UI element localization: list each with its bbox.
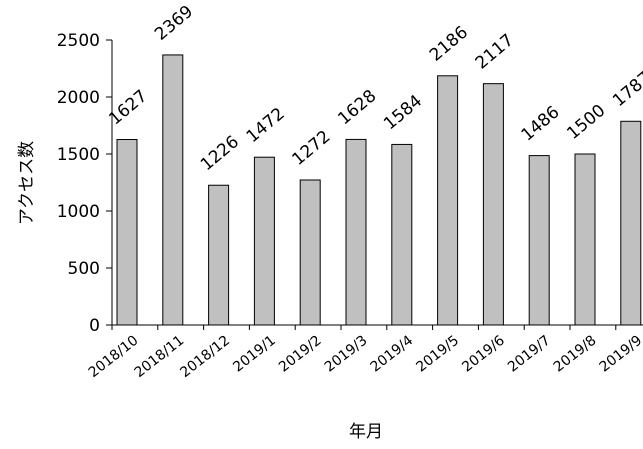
bar	[208, 184, 230, 326]
x-tick-label: 2018/10	[86, 333, 142, 381]
data-label: 1486	[518, 102, 564, 145]
y-tick-label: 2000	[57, 88, 100, 108]
bar	[253, 156, 275, 326]
x-tick-label: 2019/7	[505, 333, 554, 376]
x-tick-label: 2019/4	[368, 332, 417, 375]
x-axis-title: 年月	[349, 422, 383, 442]
bar	[437, 75, 459, 326]
x-tick-label: 2019/8	[551, 333, 600, 376]
y-axis-ticks: 0 500 1000 1500 2000 2500	[57, 31, 112, 336]
data-label: 1226	[197, 132, 243, 175]
bar	[345, 138, 367, 326]
x-axis-ticks: 2018/102018/112018/122019/12019/22019/32…	[86, 325, 643, 381]
y-tick-label: 2500	[57, 31, 100, 51]
bar	[299, 179, 321, 326]
data-label: 1500	[563, 101, 609, 144]
data-label: 1272	[289, 127, 335, 170]
bar	[391, 143, 413, 326]
y-tick-label: 1000	[57, 202, 100, 222]
y-tick-label: 1500	[57, 145, 100, 165]
bar	[482, 83, 504, 326]
data-label: 2117	[472, 30, 518, 73]
y-tick-label: 0	[89, 316, 100, 336]
bars	[116, 54, 642, 326]
data-label: 2186	[426, 22, 472, 65]
x-tick-label: 2018/11	[132, 333, 188, 381]
bar	[620, 120, 642, 326]
bar	[528, 155, 550, 326]
bar	[116, 139, 138, 326]
x-tick-label: 2019/2	[276, 333, 325, 376]
bar	[574, 153, 596, 326]
data-label: 1787	[609, 68, 643, 111]
x-tick-label: 2019/3	[322, 333, 371, 376]
data-label: 1472	[243, 104, 289, 147]
x-tick-label: 2018/12	[177, 333, 233, 381]
data-label: 1584	[380, 91, 426, 134]
x-tick-label: 2019/5	[413, 333, 462, 376]
y-tick-label: 500	[68, 259, 100, 279]
x-tick-label: 2019/6	[459, 332, 508, 375]
y-axis-title: アクセス数	[17, 141, 37, 225]
data-label: 2369	[151, 2, 197, 45]
data-label: 1628	[334, 86, 380, 129]
x-tick-label: 2019/1	[230, 333, 279, 376]
x-tick-label: 2019/9	[597, 333, 643, 376]
bar	[162, 54, 184, 326]
